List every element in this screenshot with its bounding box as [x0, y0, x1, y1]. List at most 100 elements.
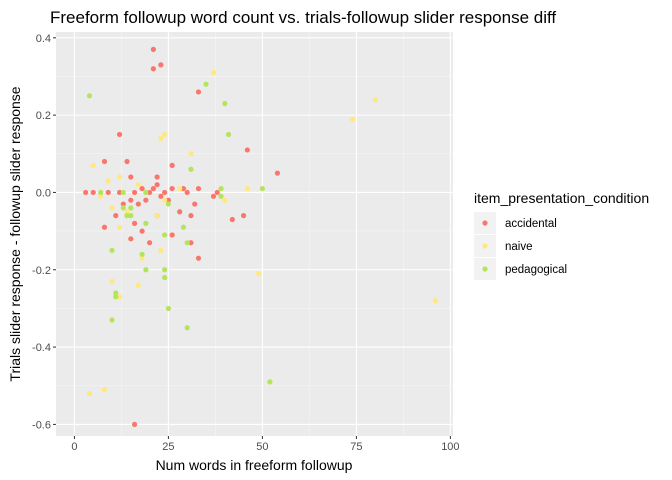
x-tick-label: 50 — [256, 441, 268, 453]
point-pedagogical — [86, 93, 93, 99]
legend-marker-naive — [482, 243, 488, 249]
point-accidental — [128, 236, 134, 242]
point-naive — [177, 185, 183, 192]
point-pedagogical — [143, 220, 149, 226]
point-accidental — [143, 197, 149, 203]
legend-marker-pedagogical — [482, 266, 488, 272]
grid-major — [56, 32, 453, 436]
point-accidental — [124, 158, 130, 165]
point-accidental — [210, 193, 217, 199]
point-pedagogical — [162, 232, 168, 238]
y-tick-label: 0.0 — [36, 187, 51, 199]
point-naive — [244, 185, 250, 192]
point-naive — [162, 131, 168, 138]
point-pedagogical — [184, 325, 190, 331]
point-pedagogical — [218, 185, 224, 192]
legend-title: item_presentation_condition — [474, 190, 649, 206]
point-accidental — [180, 185, 187, 192]
point-pedagogical — [113, 290, 119, 296]
point-naive — [256, 271, 262, 277]
point-accidental — [135, 201, 141, 207]
point-naive — [116, 294, 123, 300]
data-points — [83, 46, 438, 428]
point-pedagogical — [162, 274, 168, 281]
point-accidental — [162, 189, 168, 196]
point-accidental — [158, 193, 164, 199]
legend: item_presentation_condition accidental na… — [474, 190, 649, 280]
point-naive — [109, 278, 115, 284]
point-pedagogical — [124, 213, 130, 219]
point-pedagogical — [143, 189, 149, 196]
point-pedagogical — [267, 379, 273, 385]
point-naive — [210, 69, 217, 76]
point-naive — [139, 255, 145, 261]
point-naive — [372, 97, 378, 103]
point-naive — [116, 224, 123, 230]
point-naive — [158, 135, 164, 141]
point-naive — [188, 151, 194, 157]
point-accidental — [147, 189, 153, 196]
point-accidental — [150, 185, 156, 192]
point-naive — [350, 116, 356, 122]
point-accidental — [83, 189, 89, 196]
point-pedagogical — [218, 193, 224, 199]
point-naive — [162, 197, 168, 203]
legend-label-accidental: accidental — [505, 218, 557, 230]
point-naive — [109, 205, 115, 211]
legend-label-naive: naive — [505, 241, 533, 253]
point-accidental — [188, 213, 194, 219]
point-naive — [154, 213, 160, 219]
point-accidental — [240, 213, 247, 219]
legend-label-pedagogical: pedagogical — [505, 264, 567, 276]
point-accidental — [139, 185, 145, 192]
plot-panel — [56, 32, 453, 436]
y-tick-label: -0.6 — [32, 419, 51, 431]
y-tick-label: 0.4 — [36, 33, 51, 45]
point-naive — [90, 162, 96, 168]
point-pedagogical — [128, 213, 134, 219]
point-accidental — [229, 216, 235, 223]
point-accidental — [116, 189, 123, 196]
point-accidental — [188, 240, 194, 246]
series-naive — [86, 69, 438, 397]
point-accidental — [192, 201, 198, 207]
point-accidental — [177, 209, 183, 215]
point-pedagogical — [120, 189, 126, 196]
point-naive — [432, 298, 438, 304]
point-pedagogical — [143, 267, 149, 273]
point-accidental — [244, 147, 250, 153]
point-pedagogical — [120, 205, 126, 211]
point-pedagogical — [139, 251, 145, 257]
point-accidental — [131, 189, 138, 196]
chart-title: Freeform followup word count vs. trials-… — [50, 8, 556, 27]
point-pedagogical — [109, 247, 115, 254]
point-pedagogical — [165, 305, 172, 312]
point-pedagogical — [222, 100, 228, 107]
point-accidental — [150, 66, 156, 72]
x-axis: 0 25 50 75 100 — [71, 436, 460, 453]
point-accidental — [101, 158, 108, 165]
x-tick-label: 0 — [71, 441, 77, 453]
point-naive — [101, 387, 108, 393]
point-accidental — [90, 189, 96, 196]
point-naive — [222, 197, 228, 203]
point-accidental — [150, 46, 156, 52]
point-pedagogical — [225, 131, 232, 138]
point-accidental — [105, 189, 111, 196]
point-accidental — [147, 240, 153, 246]
point-accidental — [154, 174, 160, 180]
series-pedagogical — [86, 81, 273, 385]
point-naive — [105, 178, 111, 184]
point-naive — [116, 174, 123, 180]
grid-minor — [56, 32, 453, 436]
point-pedagogical — [184, 240, 190, 246]
point-pedagogical — [109, 317, 115, 323]
point-accidental — [195, 255, 202, 261]
point-naive — [124, 209, 130, 215]
point-accidental — [154, 182, 160, 188]
y-tick-label: -0.2 — [32, 265, 51, 277]
point-naive — [86, 390, 93, 397]
point-pedagogical — [128, 205, 134, 211]
point-accidental — [131, 421, 138, 428]
